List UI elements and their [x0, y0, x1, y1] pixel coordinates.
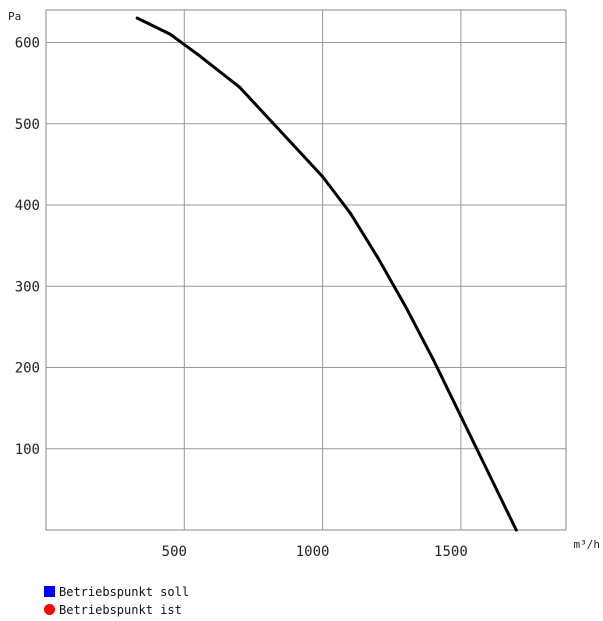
y-axis-ticks: 100 200 300 400 500 600 [15, 36, 40, 458]
curve-data-point [376, 256, 380, 260]
legend-item-ist: Betriebspunkt ist [44, 603, 182, 617]
legend-label-ist: Betriebspunkt ist [59, 603, 182, 617]
curve-data-point [279, 130, 283, 134]
y-axis-label: Pa [8, 10, 21, 23]
curve-data-point [196, 53, 200, 57]
characteristic-curve-line [135, 16, 518, 532]
series-group [135, 16, 518, 532]
x-axis-ticks: 500 1000 1500 [162, 544, 468, 560]
blue-square-icon [44, 586, 55, 597]
y-tick-label: 600 [15, 36, 40, 52]
y-tick-label: 500 [15, 117, 40, 133]
red-dot-icon [44, 604, 55, 615]
grid [46, 10, 566, 530]
curve-data-point [514, 528, 518, 532]
x-axis-label: m³/h [574, 538, 601, 551]
x-tick-label: 500 [162, 544, 187, 560]
curve-data-point [459, 414, 463, 418]
curve-data-point [404, 305, 408, 309]
curve-data-point [348, 211, 352, 215]
curve-data-point [487, 471, 491, 475]
x-tick-label: 1000 [296, 544, 330, 560]
curve-data-point [238, 85, 242, 89]
curve-data-point [135, 16, 139, 20]
y-tick-label: 300 [15, 279, 40, 295]
chart: 100 200 300 400 500 600 500 1000 1500 Pa m³/h [8, 9, 601, 560]
plot-frame [45, 9, 567, 531]
legend-label-soll: Betriebspunkt soll [59, 585, 190, 599]
x-tick-label: 1500 [434, 544, 468, 560]
y-tick-label: 200 [15, 361, 40, 377]
curve-data-point [168, 32, 172, 36]
curve-data-point [431, 357, 435, 361]
curve-data-point [321, 175, 325, 179]
y-tick-label: 400 [15, 198, 40, 214]
y-tick-label: 100 [15, 442, 40, 458]
legend-item-soll: Betriebspunkt soll [44, 585, 189, 599]
